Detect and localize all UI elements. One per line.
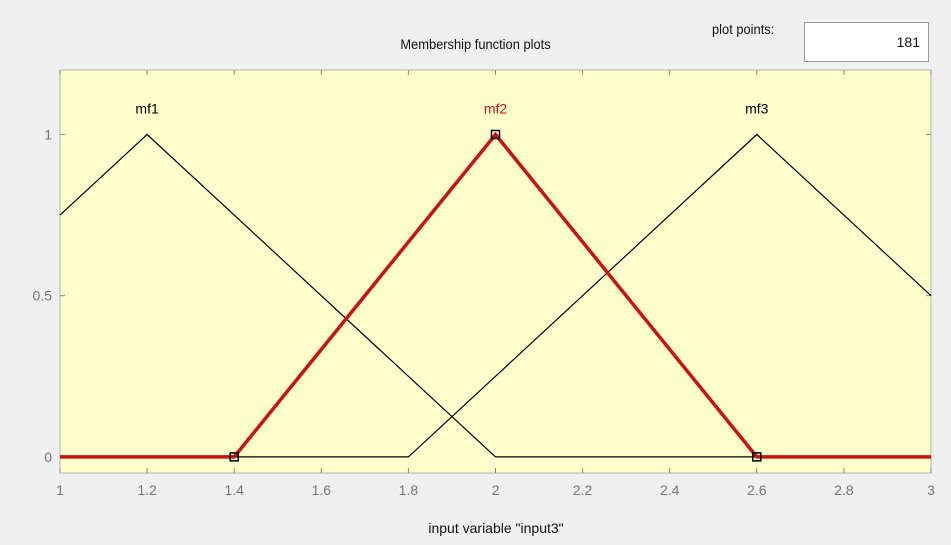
mf-label-mf2[interactable]: mf2 — [484, 101, 508, 117]
x-tick-label: 2.4 — [660, 482, 680, 498]
x-tick-label: 1.8 — [399, 482, 419, 498]
x-axis-label: input variable "input3" — [428, 520, 563, 536]
y-tick-label: 0.5 — [33, 288, 53, 304]
y-tick-label: 0 — [44, 449, 52, 465]
x-tick-label: 1 — [56, 482, 64, 498]
plot-title: Membership function plots — [400, 36, 551, 52]
vertex-handle-mf2[interactable] — [752, 452, 762, 462]
x-tick-label: 3 — [927, 482, 935, 498]
x-tick-label: 2.8 — [834, 482, 854, 498]
x-tick-label: 2 — [492, 482, 500, 498]
x-tick-label: 1.4 — [224, 482, 244, 498]
x-tick-label: 1.2 — [137, 482, 157, 498]
plot-points-label: plot points: — [712, 21, 775, 37]
series-line-mf1[interactable] — [59, 133, 931, 458]
vertex-handle-mf2[interactable] — [490, 129, 501, 140]
series-line-mf2[interactable] — [60, 131, 931, 459]
mf-label-mf1[interactable]: mf1 — [135, 101, 159, 117]
plot-points-input[interactable] — [804, 22, 929, 62]
x-tick-label: 2.6 — [747, 482, 767, 498]
vertex-handle-mf2[interactable] — [229, 452, 239, 462]
mf-label-mf3[interactable]: mf3 — [745, 101, 769, 117]
x-tick-label: 1.6 — [312, 482, 332, 498]
x-tick-label: 2.2 — [573, 482, 593, 498]
y-tick-label: 1 — [44, 126, 52, 142]
